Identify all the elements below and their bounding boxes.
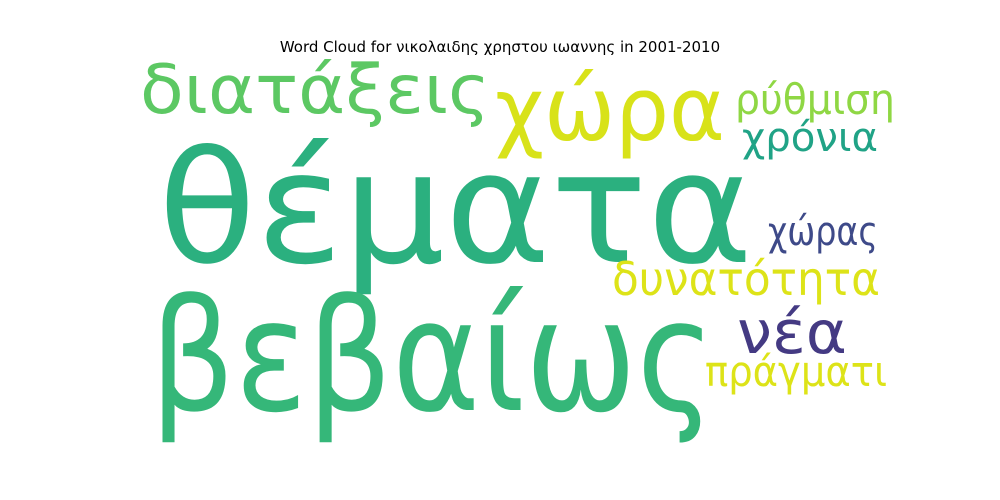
word-8: πράγματι (705, 347, 887, 396)
word-4: διατάξεις (140, 51, 490, 130)
word-9: χρόνια (742, 115, 878, 161)
word-6: δυνατότητα (612, 252, 880, 306)
chart-title: Word Cloud for νικολαιδης χρηστου ιωαννη… (279, 38, 721, 56)
word-3: χώρα (495, 58, 725, 161)
word-2: βεβαίως (150, 266, 715, 447)
word-10: χώρας (768, 209, 878, 255)
word-7: ρύθμιση (735, 75, 895, 124)
word-5: νέα (737, 298, 847, 368)
word-1: θέματα (158, 118, 753, 299)
